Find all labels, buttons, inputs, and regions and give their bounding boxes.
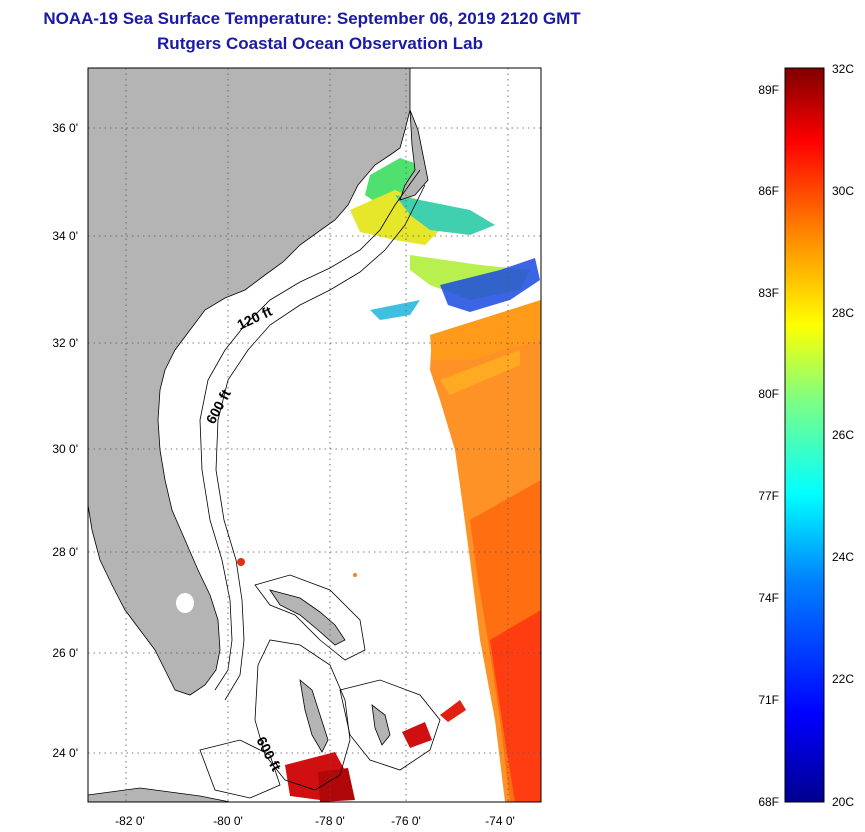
colorbar-f-label: 80F <box>758 387 779 401</box>
colorbar-c-label: 22C <box>832 672 854 686</box>
colorbar-f-label: 77F <box>758 489 779 503</box>
colorbar-f-label: 83F <box>758 286 779 300</box>
isobath-contours <box>199 169 441 799</box>
lat-label: 24 0' <box>52 746 78 760</box>
lat-label: 26 0' <box>52 646 78 660</box>
lon-label: -78 0' <box>315 814 345 828</box>
colorbar-c-label: 30C <box>832 184 854 198</box>
lat-label: 34 0' <box>52 229 78 243</box>
map-title: NOAA-19 Sea Surface Temperature: Septemb… <box>43 9 581 28</box>
colorbar-c-label: 24C <box>832 550 854 564</box>
lat-label: 36 0' <box>52 121 78 135</box>
lat-label: 30 0' <box>52 442 78 456</box>
colorbar-f-label: 68F <box>758 795 779 809</box>
temperature-colorbar <box>784 67 825 803</box>
lat-label: 32 0' <box>52 336 78 350</box>
land-layer <box>88 68 429 802</box>
colorbar-c-label: 32C <box>832 62 854 76</box>
colorbar-f-label: 89F <box>758 83 779 97</box>
map-frame <box>87 67 542 803</box>
lon-label: -80 0' <box>213 814 243 828</box>
colorbar-f-label: 71F <box>758 693 779 707</box>
lon-label: -82 0' <box>115 814 145 828</box>
lat-label: 28 0' <box>52 545 78 559</box>
colorbar-f-label: 86F <box>758 184 779 198</box>
map-subtitle: Rutgers Coastal Ocean Observation Lab <box>157 34 483 53</box>
colorbar-f-label: 74F <box>758 591 779 605</box>
colorbar-c-label: 20C <box>832 795 854 809</box>
lat-lon-grid <box>88 68 541 802</box>
colorbar-c-label: 28C <box>832 306 854 320</box>
colorbar-c-label: 26C <box>832 428 854 442</box>
lon-label: -74 0' <box>485 814 515 828</box>
lon-label: -76 0' <box>391 814 421 828</box>
